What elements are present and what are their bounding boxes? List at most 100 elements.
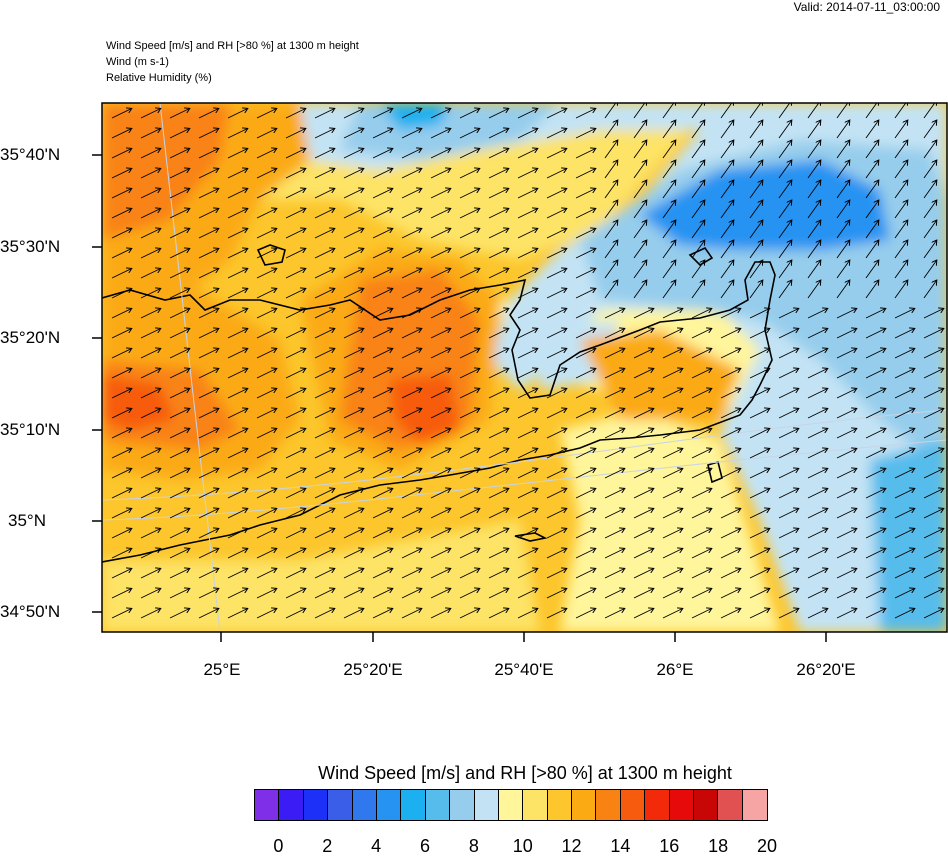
wind-arrow xyxy=(633,180,647,199)
wind-arrow xyxy=(923,388,944,399)
wind-arrow xyxy=(343,428,364,439)
wind-arrow xyxy=(227,308,248,319)
wind-arrow xyxy=(401,268,422,279)
wind-arrow xyxy=(604,588,625,599)
wind-arrow xyxy=(227,428,248,439)
wind-arrow xyxy=(198,488,219,499)
wind-arrow xyxy=(459,328,480,339)
colorbar-swatch xyxy=(328,790,353,820)
wind-arrow xyxy=(575,448,596,459)
wind-arrow xyxy=(488,408,509,419)
wind-arrow xyxy=(604,368,625,379)
wind-arrow xyxy=(459,488,480,499)
wind-arrow xyxy=(836,200,850,219)
wind-arrow xyxy=(894,280,908,299)
wind-arrow xyxy=(575,428,596,439)
wind-arrow xyxy=(807,308,828,319)
wind-arrow xyxy=(169,268,190,279)
wind-arrow xyxy=(111,208,132,219)
wind-arrow xyxy=(604,160,618,179)
wind-arrow xyxy=(401,288,422,299)
lon-label-25-40: 25°40'E xyxy=(494,660,554,679)
wind-arrow xyxy=(836,220,850,239)
wind-arrow xyxy=(256,588,277,599)
wind-arrow xyxy=(778,408,799,419)
wind-arrow xyxy=(633,508,654,519)
wind-arrow xyxy=(140,548,161,559)
wind-arrow xyxy=(923,568,944,579)
wind-arrow xyxy=(546,148,567,159)
wind-arrow xyxy=(198,388,219,399)
wind-arrow xyxy=(459,128,480,139)
wind-arrow xyxy=(894,388,915,399)
wind-arrow xyxy=(488,508,509,519)
wind-arrow xyxy=(778,160,792,179)
wind-arrow xyxy=(575,568,596,579)
lon-label-25-20: 25°20'E xyxy=(343,660,403,679)
wind-arrow xyxy=(256,428,277,439)
wind-arrow xyxy=(372,388,393,399)
wind-arrow xyxy=(488,568,509,579)
wind-arrow xyxy=(227,528,248,539)
wind-arrow xyxy=(488,448,509,459)
wind-arrow xyxy=(923,368,944,379)
wind-arrow xyxy=(314,308,335,319)
wind-arrow xyxy=(343,408,364,419)
wind-arrow xyxy=(285,308,306,319)
wind-arrow xyxy=(894,608,915,619)
wind-arrow xyxy=(633,388,654,399)
wind-arrow xyxy=(430,168,451,179)
wind-arrow xyxy=(778,180,792,199)
wind-arrow xyxy=(517,348,538,359)
wind-arrow xyxy=(807,468,828,479)
wind-arrow xyxy=(604,240,618,259)
wind-arrow xyxy=(662,140,676,159)
wind-arrow xyxy=(865,568,886,579)
colorbar-tick-label: 2 xyxy=(322,836,333,856)
wind-arrow xyxy=(865,488,886,499)
wind-arrow xyxy=(749,308,770,319)
wind-arrow xyxy=(604,508,625,519)
wind-arrow xyxy=(749,428,770,439)
wind-arrow xyxy=(111,468,132,479)
wind-arrow xyxy=(140,508,161,519)
wind-arrow xyxy=(517,508,538,519)
lat-label-35-10: 35°10'N xyxy=(0,420,61,439)
wind-arrow xyxy=(836,308,857,319)
wind-arrow xyxy=(778,548,799,559)
wind-arrow xyxy=(778,528,799,539)
wind-arrow xyxy=(227,268,248,279)
lon-label-25: 25°E xyxy=(203,660,241,679)
wind-arrow xyxy=(169,568,190,579)
wind-arrow xyxy=(140,448,161,459)
wind-arrow xyxy=(488,228,509,239)
wind-arrow xyxy=(372,568,393,579)
wind-arrow xyxy=(923,280,937,299)
colorbar-swatch xyxy=(474,790,499,820)
wind-arrow xyxy=(401,228,422,239)
wind-arrow xyxy=(836,180,850,199)
wind-arrow xyxy=(807,160,821,179)
wind-arrow xyxy=(604,260,618,279)
wind-arrow xyxy=(633,368,654,379)
wind-arrow xyxy=(546,328,567,339)
wind-arrow xyxy=(430,588,451,599)
wind-arrow xyxy=(430,328,451,339)
wind-arrow xyxy=(691,508,712,519)
wind-arrow xyxy=(778,280,792,299)
wind-arrow xyxy=(227,108,248,119)
wind-arrow xyxy=(865,160,879,179)
wind-arrow xyxy=(488,588,509,599)
wind-arrow xyxy=(836,588,857,599)
wind-arrow xyxy=(198,148,219,159)
wind-arrow xyxy=(778,220,792,239)
wind-arrow xyxy=(169,168,190,179)
wind-arrow xyxy=(488,268,509,279)
wind-arrow xyxy=(691,120,705,139)
wind-arrow xyxy=(633,140,647,159)
wind-arrow xyxy=(140,368,161,379)
wind-arrow xyxy=(604,348,625,359)
wind-arrow xyxy=(778,348,799,359)
wind-arrow xyxy=(575,268,596,279)
wind-arrow xyxy=(691,568,712,579)
